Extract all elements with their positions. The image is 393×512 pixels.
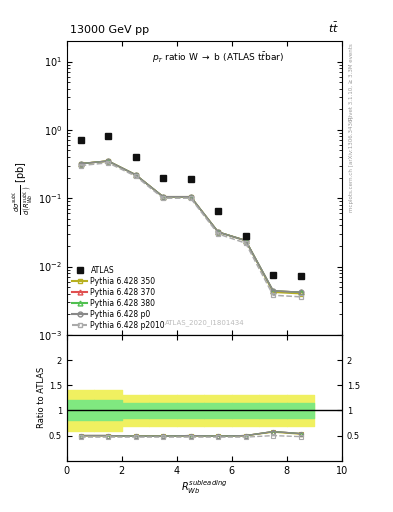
Pythia 6.428 380 (133, 172, 138, 178)
Pythia 6.428 370 (298, 289, 303, 295)
Pythia 6.428 380 (271, 288, 275, 294)
Pythia 6.428 p2010 (78, 162, 83, 168)
Text: mcplots.cern.ch [arXiv:1306.3436]: mcplots.cern.ch [arXiv:1306.3436] (349, 116, 354, 211)
Text: 13000 GeV pp: 13000 GeV pp (70, 25, 149, 35)
Line: Pythia 6.428 350: Pythia 6.428 350 (78, 159, 303, 296)
Pythia 6.428 370 (133, 172, 138, 178)
Pythia 6.428 350 (188, 194, 193, 200)
Pythia 6.428 p2010 (106, 160, 110, 166)
Pythia 6.428 380 (243, 238, 248, 244)
Pythia 6.428 350 (271, 289, 275, 295)
Pythia 6.428 350 (243, 238, 248, 244)
Y-axis label: $\frac{d\sigma^{subl.}}{d\left(R_{Wb}^{subl.}\right)}$ [pb]: $\frac{d\sigma^{subl.}}{d\left(R_{Wb}^{s… (12, 161, 35, 215)
Legend: ATLAS, Pythia 6.428 350, Pythia 6.428 370, Pythia 6.428 380, Pythia 6.428 p0, Py: ATLAS, Pythia 6.428 350, Pythia 6.428 37… (71, 264, 167, 331)
Pythia 6.428 p2010 (161, 195, 165, 201)
Pythia 6.428 350 (78, 161, 83, 167)
Pythia 6.428 p0 (216, 229, 220, 235)
Pythia 6.428 350 (106, 158, 110, 164)
Pythia 6.428 380 (298, 289, 303, 295)
Text: $t\bar{t}$: $t\bar{t}$ (328, 21, 339, 35)
Pythia 6.428 p0 (188, 194, 193, 200)
Text: Rivet 3.1.10, ≥ 3.3M events: Rivet 3.1.10, ≥ 3.3M events (349, 44, 354, 120)
Pythia 6.428 370 (271, 288, 275, 294)
Line: Pythia 6.428 p0: Pythia 6.428 p0 (78, 159, 303, 295)
Line: Pythia 6.428 370: Pythia 6.428 370 (78, 159, 303, 295)
Line: Pythia 6.428 380: Pythia 6.428 380 (78, 159, 303, 295)
Pythia 6.428 p0 (161, 194, 165, 200)
Text: $p_T$ ratio W $\rightarrow$ b (ATLAS t$\bar{t}$bar): $p_T$ ratio W $\rightarrow$ b (ATLAS t$\… (152, 50, 284, 65)
Pythia 6.428 p2010 (243, 240, 248, 246)
Y-axis label: Ratio to ATLAS: Ratio to ATLAS (37, 367, 46, 429)
Text: ATLAS_2020_I1801434: ATLAS_2020_I1801434 (165, 319, 244, 326)
Pythia 6.428 350 (133, 172, 138, 178)
Pythia 6.428 p2010 (188, 195, 193, 201)
Pythia 6.428 p2010 (298, 294, 303, 300)
Pythia 6.428 p2010 (133, 173, 138, 179)
Pythia 6.428 p0 (298, 289, 303, 295)
Pythia 6.428 370 (78, 161, 83, 167)
Pythia 6.428 380 (216, 229, 220, 235)
Pythia 6.428 380 (161, 194, 165, 200)
Pythia 6.428 380 (106, 158, 110, 164)
Pythia 6.428 p0 (106, 158, 110, 164)
Pythia 6.428 p0 (271, 288, 275, 294)
Pythia 6.428 380 (188, 194, 193, 200)
Pythia 6.428 350 (161, 194, 165, 200)
Pythia 6.428 p0 (78, 161, 83, 167)
Pythia 6.428 370 (216, 229, 220, 235)
Line: Pythia 6.428 p2010: Pythia 6.428 p2010 (78, 160, 303, 300)
Pythia 6.428 p0 (243, 238, 248, 244)
Pythia 6.428 370 (243, 238, 248, 244)
Pythia 6.428 370 (106, 158, 110, 164)
Pythia 6.428 370 (188, 194, 193, 200)
Pythia 6.428 p0 (133, 172, 138, 178)
X-axis label: $R_{Wb}^{subleading}$: $R_{Wb}^{subleading}$ (181, 478, 228, 496)
Pythia 6.428 380 (78, 161, 83, 167)
Pythia 6.428 370 (161, 194, 165, 200)
Pythia 6.428 350 (298, 291, 303, 297)
Pythia 6.428 p2010 (271, 292, 275, 298)
Pythia 6.428 p2010 (216, 231, 220, 237)
Pythia 6.428 350 (216, 229, 220, 235)
